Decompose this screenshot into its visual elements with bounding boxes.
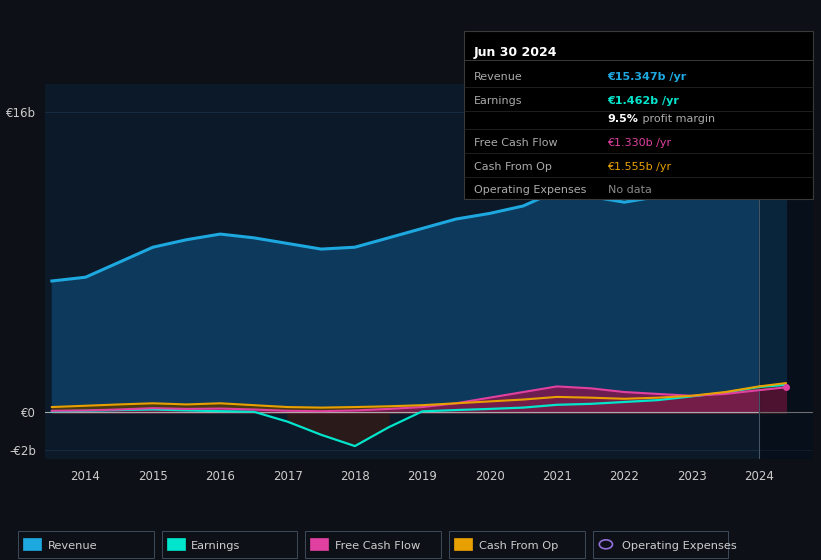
Text: No data: No data xyxy=(608,185,651,195)
Text: Revenue: Revenue xyxy=(48,541,97,551)
Text: Operating Expenses: Operating Expenses xyxy=(474,185,586,195)
Text: Earnings: Earnings xyxy=(191,541,241,551)
Bar xyxy=(759,84,813,459)
Text: Free Cash Flow: Free Cash Flow xyxy=(474,138,557,148)
Text: Earnings: Earnings xyxy=(474,96,522,106)
Text: Cash From Op: Cash From Op xyxy=(479,541,558,551)
Text: profit margin: profit margin xyxy=(639,114,715,124)
Text: €1.330b /yr: €1.330b /yr xyxy=(608,138,672,148)
Text: €1.555b /yr: €1.555b /yr xyxy=(608,162,672,172)
Text: Operating Expenses: Operating Expenses xyxy=(622,541,737,551)
Text: Free Cash Flow: Free Cash Flow xyxy=(335,541,420,551)
Text: Revenue: Revenue xyxy=(474,72,522,82)
Text: 9.5%: 9.5% xyxy=(608,114,639,124)
Text: €1.462b /yr: €1.462b /yr xyxy=(608,96,680,106)
Text: €15.347b /yr: €15.347b /yr xyxy=(608,72,687,82)
Text: Jun 30 2024: Jun 30 2024 xyxy=(474,45,557,59)
Text: Cash From Op: Cash From Op xyxy=(474,162,552,172)
